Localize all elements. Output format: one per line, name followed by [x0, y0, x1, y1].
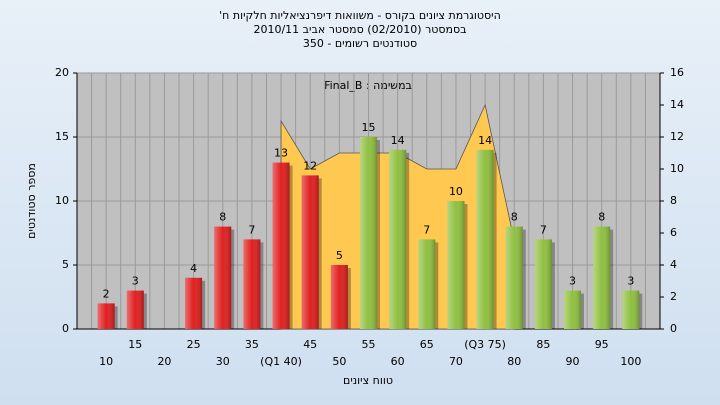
y2-tick-label: 2 — [670, 290, 677, 303]
value-label: 5 — [336, 249, 343, 262]
x-tick-label: 45 — [303, 338, 317, 351]
value-label: 8 — [511, 211, 518, 224]
bar-shade — [243, 239, 261, 329]
bar-shade — [622, 290, 640, 329]
bar-shade — [389, 149, 407, 329]
x-tick-label: 25 — [187, 338, 201, 351]
value-label: 4 — [190, 262, 197, 275]
value-label: 14 — [391, 134, 405, 147]
x-tick-label: 50 — [332, 355, 346, 368]
y2-tick-label: 6 — [670, 226, 677, 239]
y2-tick-label: 0 — [670, 322, 677, 335]
x-tick-label: 20 — [157, 355, 171, 368]
value-label: 3 — [132, 275, 139, 288]
value-label: 13 — [274, 147, 288, 160]
bar-shade — [97, 303, 115, 329]
bar-shade — [476, 149, 494, 329]
value-label: 14 — [478, 134, 492, 147]
y-tick-label: 5 — [62, 258, 69, 271]
bar-shade — [126, 290, 144, 329]
value-label: 8 — [219, 211, 226, 224]
bar-shade — [330, 265, 348, 329]
chart-title: היסטוגרמת ציונים בקורס - משוואות דיפרנצי… — [219, 9, 501, 22]
x-tick-label: 80 — [507, 355, 521, 368]
value-label: 8 — [598, 211, 605, 224]
bar-shade — [418, 239, 436, 329]
x-tick-label: 95 — [595, 338, 609, 351]
bar-shade — [593, 226, 611, 329]
value-label: 3 — [569, 275, 576, 288]
x-tick-label: 90 — [566, 355, 580, 368]
chart-subtitle: בסמסטר (02/2010) סמסטר אביב 2010/11 — [253, 23, 466, 36]
y2-tick-label: 10 — [670, 162, 684, 175]
value-label: 10 — [449, 185, 463, 198]
bar-shade — [447, 201, 465, 329]
x-tick-label: 70 — [449, 355, 463, 368]
value-label: 12 — [303, 159, 317, 172]
x-tick-label: 60 — [391, 355, 405, 368]
x-axis-label: טווח ציונים — [343, 374, 393, 387]
bar-shade — [564, 290, 582, 329]
x-tick-label: (Q1 40) — [260, 355, 302, 368]
value-label: 3 — [627, 275, 634, 288]
y2-tick-label: 4 — [670, 258, 677, 271]
y2-tick-label: 8 — [670, 194, 677, 207]
value-label: 7 — [248, 223, 255, 236]
y-tick-label: 10 — [55, 194, 69, 207]
bar-shade — [301, 175, 319, 329]
bar-shade — [185, 277, 203, 329]
y2-tick-label: 16 — [670, 66, 684, 79]
x-tick-label: 15 — [128, 338, 142, 351]
y-axis-label: מספר סטודנטים — [25, 163, 38, 239]
x-tick-label: 10 — [99, 355, 113, 368]
y-tick-label: 0 — [62, 322, 69, 335]
value-label: 7 — [540, 223, 547, 236]
chart-subtitle: סטודנטים רשומים - 350 — [303, 37, 417, 50]
value-label: 15 — [362, 121, 376, 134]
x-tick-label: 55 — [362, 338, 376, 351]
x-tick-label: 85 — [536, 338, 550, 351]
y-tick-label: 15 — [55, 130, 69, 143]
x-tick-label: 30 — [216, 355, 230, 368]
bar-shade — [360, 137, 377, 329]
x-tick-label: 65 — [420, 338, 434, 351]
x-tick-label: 35 — [245, 338, 259, 351]
y2-tick-label: 12 — [670, 130, 684, 143]
value-label: 7 — [423, 223, 430, 236]
x-tick-label: 100 — [620, 355, 641, 368]
bar-shade — [534, 239, 552, 329]
bar-shade — [272, 162, 290, 329]
y-tick-label: 20 — [55, 66, 69, 79]
value-label: 2 — [103, 287, 110, 300]
x-tick-label: (Q3 75) — [464, 338, 506, 351]
bar-shade — [214, 226, 232, 329]
y2-tick-label: 14 — [670, 98, 684, 111]
bar-shade — [505, 226, 523, 329]
